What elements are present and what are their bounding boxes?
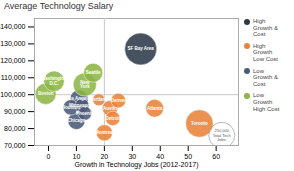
svg-text:Toronto: Toronto: [191, 121, 208, 126]
svg-text:Detroit: Detroit: [105, 116, 120, 121]
html-text:Low Growth & Cost: Low Growth & Cost: [253, 67, 278, 87]
svg-text:$140,000: $140,000: [0, 23, 26, 30]
html-text:Average Technology Salary: Average Technology Salary: [4, 1, 114, 11]
svg-text:80,000: 80,000: [4, 125, 26, 132]
svg-text:Growth in Technology Jobs (201: Growth in Technology Jobs (2012-2017): [74, 161, 198, 169]
svg-text:110,000: 110,000: [1, 74, 26, 81]
svg-text:SF Bay Area: SF Bay Area: [128, 46, 155, 51]
svg-text:Chicago: Chicago: [68, 118, 86, 123]
html-text:High Growth Low Cost: High Growth Low Cost: [253, 42, 278, 62]
svg-text:60: 60: [212, 153, 220, 160]
svg-text:50: 50: [184, 153, 192, 160]
html-text:High Growth & Cost: High Growth & Cost: [253, 18, 278, 38]
html-text:Low Growth High Cost: Low Growth High Cost: [253, 92, 280, 112]
svg-text:90,000: 90,000: [4, 108, 26, 115]
svg-text:Los Angeles: Los Angeles: [66, 96, 93, 101]
svg-text:Denver: Denver: [111, 98, 127, 103]
svg-text:Seattle: Seattle: [86, 70, 101, 75]
svg-text:100,000: 100,000: [0, 91, 25, 98]
svg-text:Houston: Houston: [62, 105, 80, 110]
svg-text:NewYork: NewYork: [80, 80, 90, 90]
svg-text:Phoenix: Phoenix: [76, 111, 94, 116]
svg-text:40: 40: [156, 153, 164, 160]
svg-text:10: 10: [73, 153, 81, 160]
svg-text:Montreal: Montreal: [95, 130, 114, 135]
svg-text:0: 0: [47, 153, 51, 160]
svg-text:130,000: 130,000: [0, 40, 25, 47]
svg-text:Portland: Portland: [89, 97, 108, 103]
svg-text:30: 30: [128, 153, 136, 160]
svg-text:Austin: Austin: [103, 106, 117, 111]
svg-text:Minneapolis: Minneapolis: [69, 103, 95, 109]
svg-text:20: 20: [100, 153, 108, 160]
svg-text:WashingtonD.C.: WashingtonD.C.: [41, 76, 67, 86]
svg-text:Atlanta: Atlanta: [147, 106, 163, 111]
svg-text:Boston: Boston: [38, 91, 54, 96]
svg-text:120,000: 120,000: [0, 57, 25, 64]
svg-text:250,000Total TechJobs.: 250,000Total TechJobs.: [213, 128, 231, 142]
svg-text:70,000: 70,000: [4, 142, 26, 149]
